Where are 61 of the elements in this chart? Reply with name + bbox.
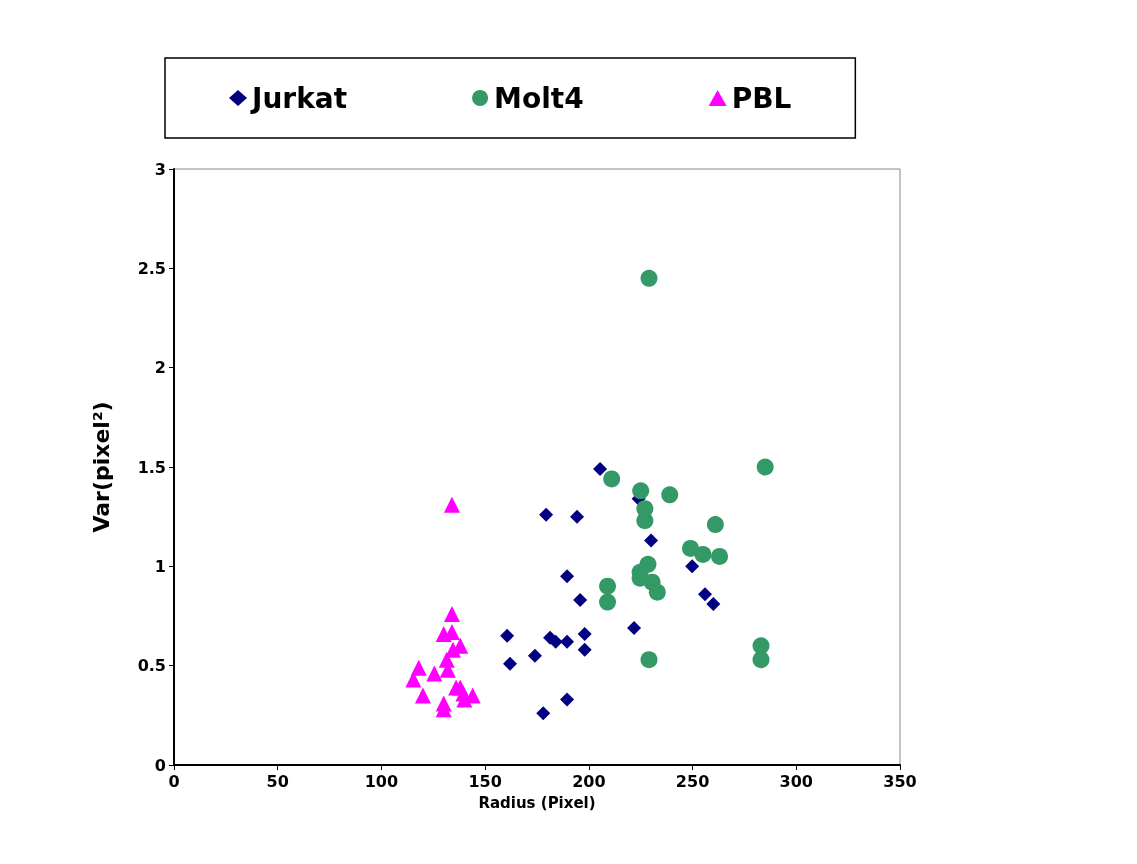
point [573, 593, 588, 608]
point [685, 559, 700, 574]
point [500, 628, 515, 643]
point [577, 642, 592, 657]
x-tick-label: 350 [883, 771, 917, 791]
point [527, 648, 542, 663]
point [443, 606, 460, 623]
x-tick-label: 300 [779, 771, 813, 791]
x-tick-label: 0 [168, 771, 180, 791]
y-tick-label: 3 [154, 159, 166, 179]
y-tick-label: 1 [154, 556, 166, 576]
point [661, 486, 679, 504]
point [640, 651, 658, 669]
point [640, 269, 658, 287]
legend-label: Jurkat [250, 81, 348, 115]
x-tick-label: 200 [572, 771, 606, 791]
point [443, 496, 460, 513]
point [648, 583, 666, 601]
y-tick-label: 2 [154, 358, 166, 378]
point [503, 656, 518, 671]
point [560, 569, 575, 584]
point [593, 461, 608, 476]
point [570, 509, 585, 524]
point [756, 458, 774, 476]
point [694, 545, 712, 563]
point [603, 470, 621, 488]
legend-label: Molt4 [494, 81, 584, 115]
point [536, 706, 551, 721]
y-tick-label: 0 [154, 755, 166, 775]
y-tick-label: 0.5 [137, 656, 166, 676]
point [560, 692, 575, 707]
point [636, 512, 654, 530]
legend-label: PBL [731, 81, 792, 115]
point [752, 651, 770, 669]
point [644, 533, 659, 548]
x-tick-label: 100 [364, 771, 399, 791]
y-tick-label: 2.5 [137, 258, 166, 278]
point [711, 547, 729, 565]
point [599, 577, 617, 595]
y-tick-label: 1.5 [137, 457, 166, 477]
point [752, 637, 770, 655]
point [405, 671, 422, 688]
point [706, 597, 721, 612]
point [682, 539, 699, 557]
point [560, 634, 575, 649]
point [426, 665, 443, 682]
point [539, 507, 554, 522]
point [706, 516, 724, 534]
point [410, 659, 427, 676]
x-tick-label: 50 [266, 771, 289, 791]
point [414, 687, 431, 704]
point [698, 587, 713, 602]
point [627, 620, 642, 635]
y-axis-title: Var(pixel²) [88, 401, 114, 533]
point [577, 626, 592, 641]
point [599, 593, 617, 611]
point [452, 679, 469, 696]
x-tick-label: 150 [468, 771, 502, 791]
point [632, 482, 650, 500]
x-tick-label: 250 [675, 771, 710, 791]
x-axis-title: Radius (Pixel) [478, 793, 596, 812]
